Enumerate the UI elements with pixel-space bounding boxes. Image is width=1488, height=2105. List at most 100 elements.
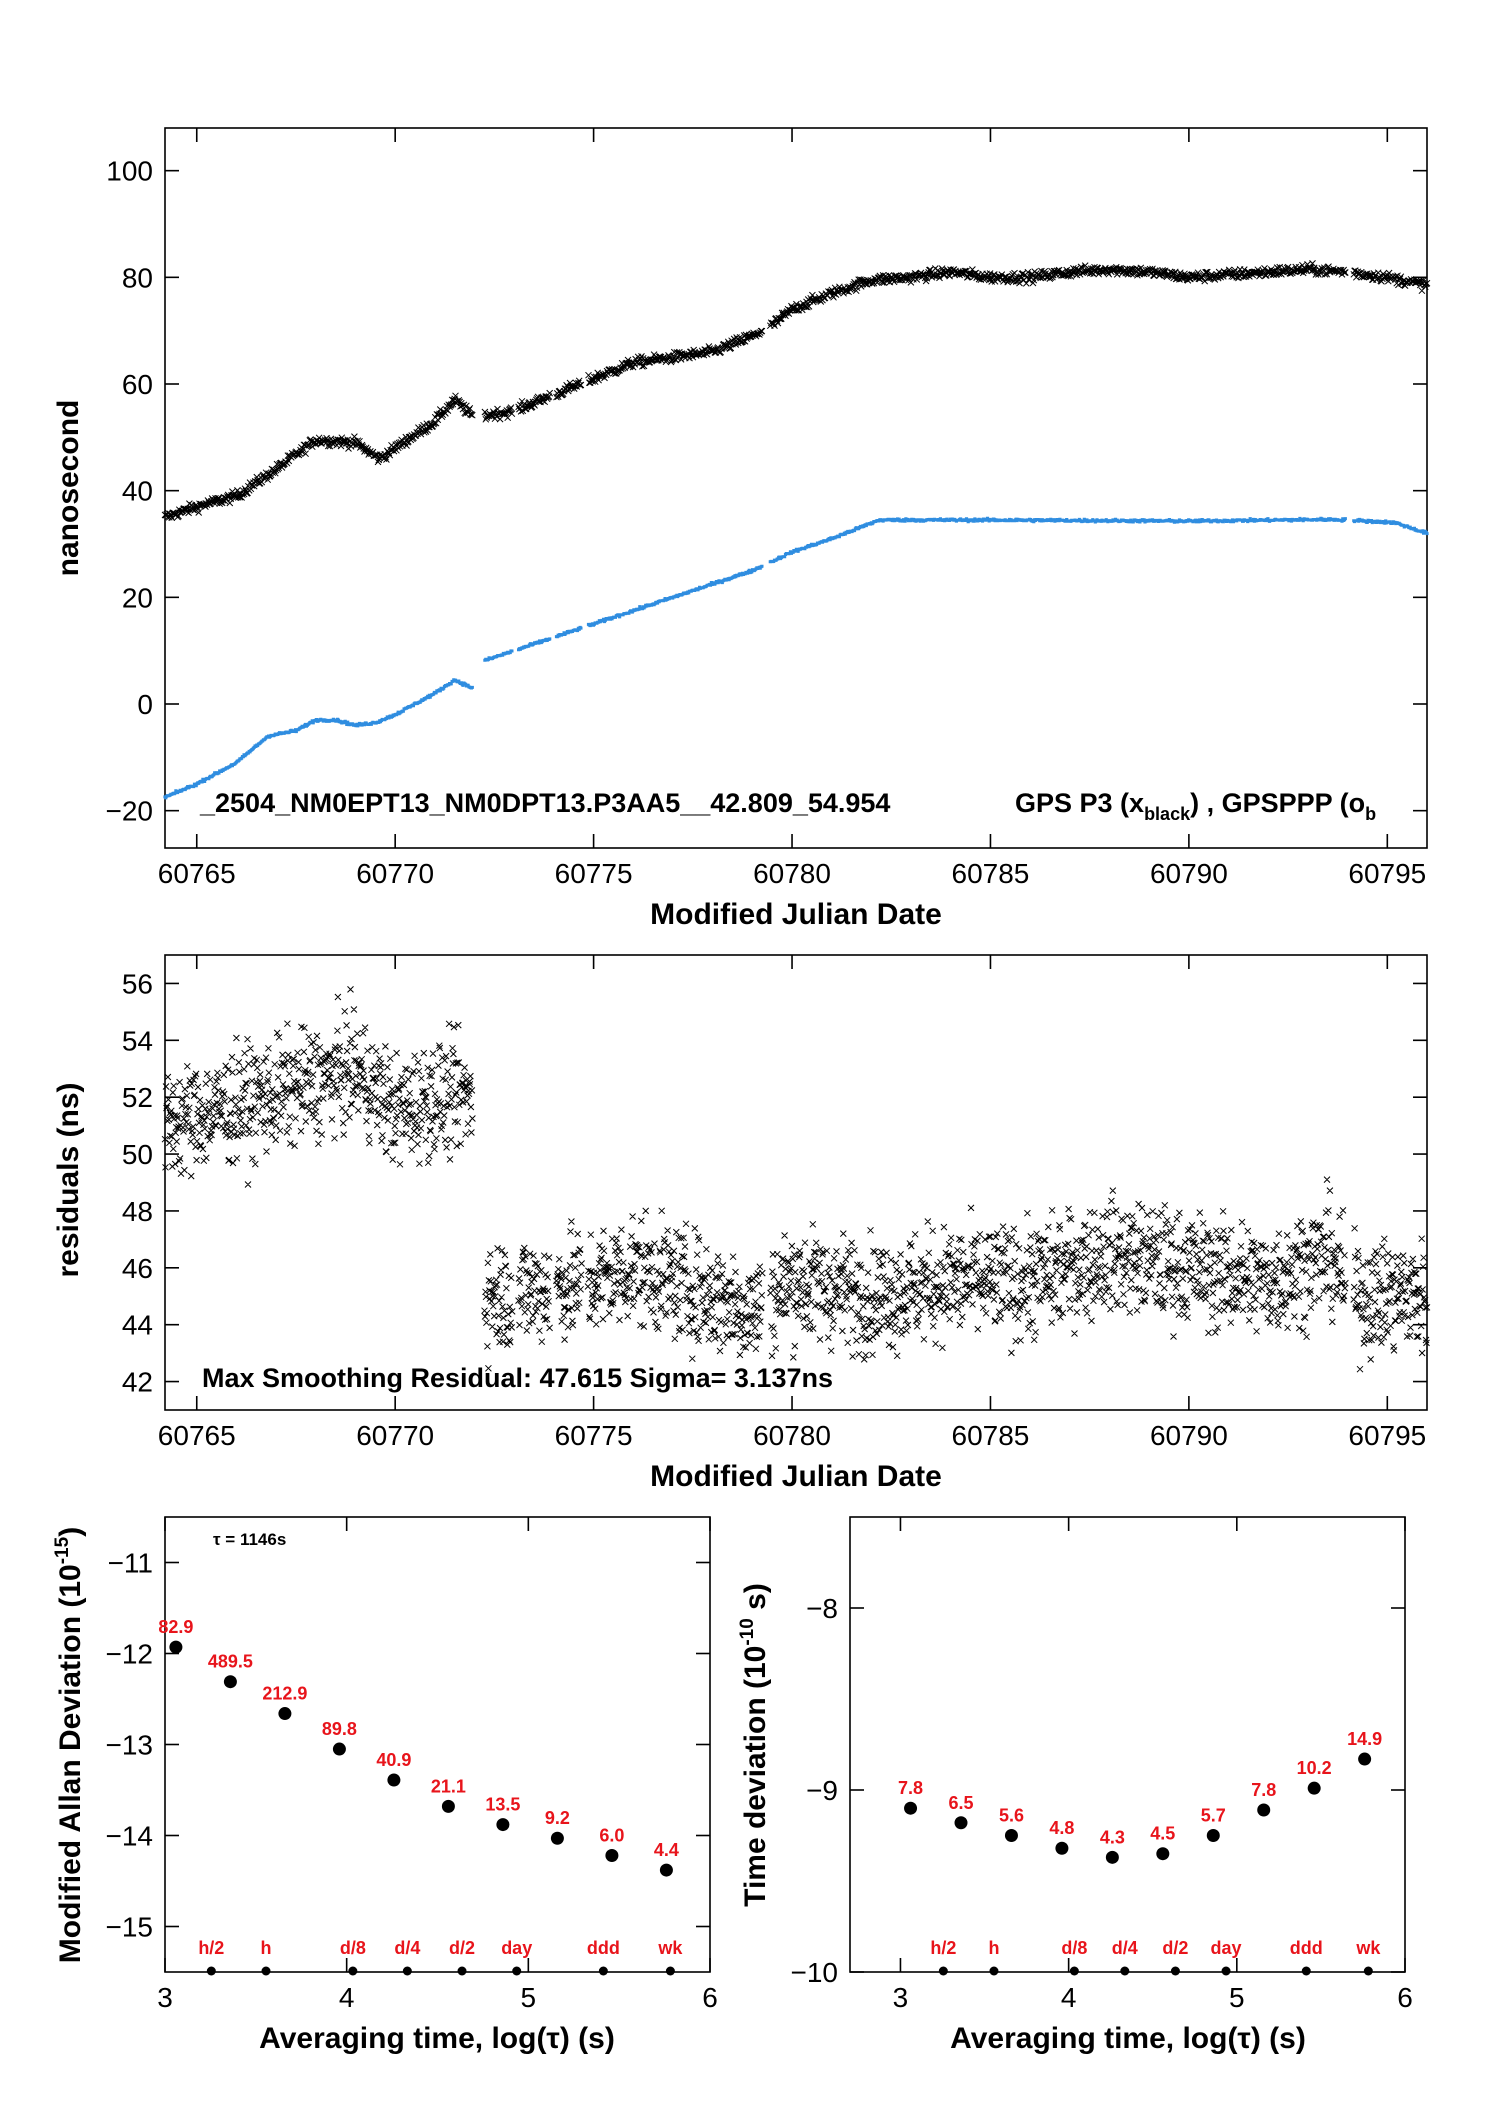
- mdev-tau-note: τ = 1146s: [213, 1530, 286, 1549]
- tdev-marker-label: d/4: [1112, 1938, 1138, 1958]
- timeseries-frame: [164, 127, 1428, 849]
- residuals:1-xtick-label: 60775: [555, 1420, 633, 1451]
- timeseries-series-0-markers: [161, 260, 1431, 522]
- timeseries:0-ytick-label: 20: [122, 582, 153, 613]
- residuals:1-ytick-label: 52: [122, 1082, 153, 1113]
- mdev-point: [387, 1773, 401, 1787]
- mdev:2-xtick-label: 4: [339, 1982, 355, 2013]
- tdev-point: [1257, 1803, 1271, 1817]
- tdev-point: [904, 1801, 918, 1815]
- residuals:1-ytick-label: 48: [122, 1196, 153, 1227]
- timeseries:0-xtick-label: 60780: [753, 858, 831, 889]
- residuals:1-ytick-label: 50: [122, 1139, 153, 1170]
- mdev-point-label: 4.4: [654, 1840, 679, 1860]
- timeseries:0-ytick-label: 40: [122, 476, 153, 507]
- mdev-point-label: 40.9: [376, 1750, 411, 1770]
- mdev-point: [169, 1640, 183, 1654]
- tdev-ticks: 3 4 5 6 −10 −9 −8: [791, 1517, 1413, 2013]
- tdev-marker-label: d/2: [1162, 1938, 1188, 1958]
- residuals:1-xtick-label: 60785: [952, 1420, 1030, 1451]
- mdev-point: [550, 1831, 564, 1845]
- mdev-point-label: 89.8: [322, 1719, 357, 1739]
- mdev-point: [496, 1818, 510, 1832]
- tdev-point: [1206, 1829, 1220, 1842]
- tdev-marker-label: day: [1211, 1938, 1242, 1958]
- tdev-point-label: 7.8: [1251, 1780, 1276, 1800]
- mdev-marker: [598, 1966, 608, 1976]
- timeseries-legend: GPS P3 (xblack) , GPSPPP (ob: [1015, 788, 1376, 824]
- residuals:1-xtick-label: 60780: [753, 1420, 831, 1451]
- timeseries:0-ytick-label: 100: [106, 156, 153, 187]
- residuals-series-0-markers: [161, 986, 1431, 1373]
- tdev-marker: [1301, 1966, 1311, 1976]
- tdev-marker: [1069, 1966, 1079, 1976]
- tdev-marker: [938, 1966, 948, 1976]
- residuals:1-ytick-label: 54: [122, 1025, 153, 1056]
- residuals:1-ytick-label: 42: [122, 1367, 153, 1398]
- tdev-point: [1156, 1847, 1170, 1861]
- tdev:3-xtick-label: 6: [1397, 1982, 1413, 2013]
- mdev:2-xtick-label: 5: [521, 1982, 537, 2013]
- tdev-point: [1307, 1781, 1321, 1795]
- mdev-point: [659, 1863, 673, 1877]
- mdev-point: [605, 1849, 619, 1863]
- mdev-marker: [261, 1966, 271, 1976]
- mdev-marker-label: wk: [657, 1938, 683, 1958]
- mdev-marker: [348, 1966, 358, 1976]
- residuals-ticks: 60765 60770 60775 60780 60785 60790 60795 42 44 4…: [122, 955, 1427, 1451]
- residuals:1-xtick-label: 60790: [1150, 1420, 1228, 1451]
- tdev-marker: [989, 1966, 999, 1976]
- residuals:1-xtick-label: 60765: [158, 1420, 236, 1451]
- timeseries-series-1: [163, 516, 1429, 800]
- mdev-marker: [206, 1966, 216, 1976]
- tdev-marker-label: h: [988, 1938, 999, 1958]
- tdev-frame: [849, 1516, 1406, 1973]
- mdev:2-ytick-label: −13: [106, 1730, 154, 1761]
- mdev-marker-label: d/2: [449, 1938, 475, 1958]
- mdev-point-label: 6.0: [599, 1826, 624, 1846]
- timeseries:0-xtick-label: 60795: [1348, 858, 1426, 889]
- residuals:1-xtick-label: 60795: [1348, 1420, 1426, 1451]
- timeseries:0-xtick-label: 60770: [356, 858, 434, 889]
- mdev-marker: [457, 1966, 467, 1976]
- mdev:2-xtick-label: 6: [702, 1982, 718, 2013]
- residuals-xlabel: Modified Julian Date: [650, 1460, 942, 1493]
- timeseries:0-ytick-label: −20: [106, 796, 154, 827]
- mdev-marker: [402, 1966, 412, 1976]
- mdev-point: [223, 1675, 237, 1689]
- tdev-point-label: 6.5: [948, 1793, 973, 1813]
- mdev-plot-area: 82.9 489.5 212.9 89.8 40.9 21.1 13.5 9.2 6.0 4.4 h…: [158, 1617, 683, 1976]
- tdev-marker-label: h/2: [930, 1938, 956, 1958]
- mdev-point-label: 489.5: [208, 1652, 253, 1672]
- residuals-frame: [164, 954, 1428, 1411]
- tdev-point: [1105, 1850, 1119, 1864]
- tdev-point-label: 7.8: [898, 1778, 923, 1798]
- tdev:3-xtick-label: 4: [1061, 1982, 1077, 2013]
- mdev-marker: [512, 1966, 522, 1976]
- timeseries-series-1-markers: [163, 516, 1429, 800]
- mdev-marker: [665, 1966, 675, 1976]
- mdev:2-ytick-label: −15: [106, 1912, 154, 1943]
- tdev-marker-label: wk: [1355, 1938, 1381, 1958]
- tdev:3-xtick-label: 3: [893, 1982, 909, 2013]
- tdev-marker: [1120, 1966, 1130, 1976]
- tdev-point: [1004, 1829, 1018, 1842]
- tdev:3-ytick-label: −8: [806, 1593, 838, 1624]
- timeseries-annotation: _2504_NM0EPT13_NM0DPT13.P3AA5__42.809_54…: [199, 788, 890, 818]
- mdev-point-label: 21.1: [431, 1776, 466, 1796]
- residuals-annotation: Max Smoothing Residual: 47.615 Sigma= 3.…: [202, 1363, 833, 1393]
- timeseries-series-0: [161, 260, 1431, 522]
- residuals:1-ytick-label: 56: [122, 968, 153, 999]
- timeseries-ylabel: nanosecond: [52, 400, 85, 577]
- mdev-point-label: 13.5: [485, 1795, 520, 1815]
- timeseries:0-xtick-label: 60790: [1150, 858, 1228, 889]
- tdev-point-label: 5.7: [1201, 1806, 1226, 1826]
- tdev-marker: [1363, 1966, 1373, 1976]
- timeseries:0-ytick-label: 80: [122, 262, 153, 293]
- tdev-panel: 7.8 6.5 5.6 4.8 4.3 4.5 5.7 7.8 10.2 14.9 h/2 h d/8 d…: [737, 1516, 1413, 2055]
- mdev:2-xtick-label: 3: [157, 1982, 173, 2013]
- tdev-marker-label: d/8: [1061, 1938, 1087, 1958]
- tdev-marker: [1170, 1966, 1180, 1976]
- mdev-point-label: 9.2: [545, 1808, 570, 1828]
